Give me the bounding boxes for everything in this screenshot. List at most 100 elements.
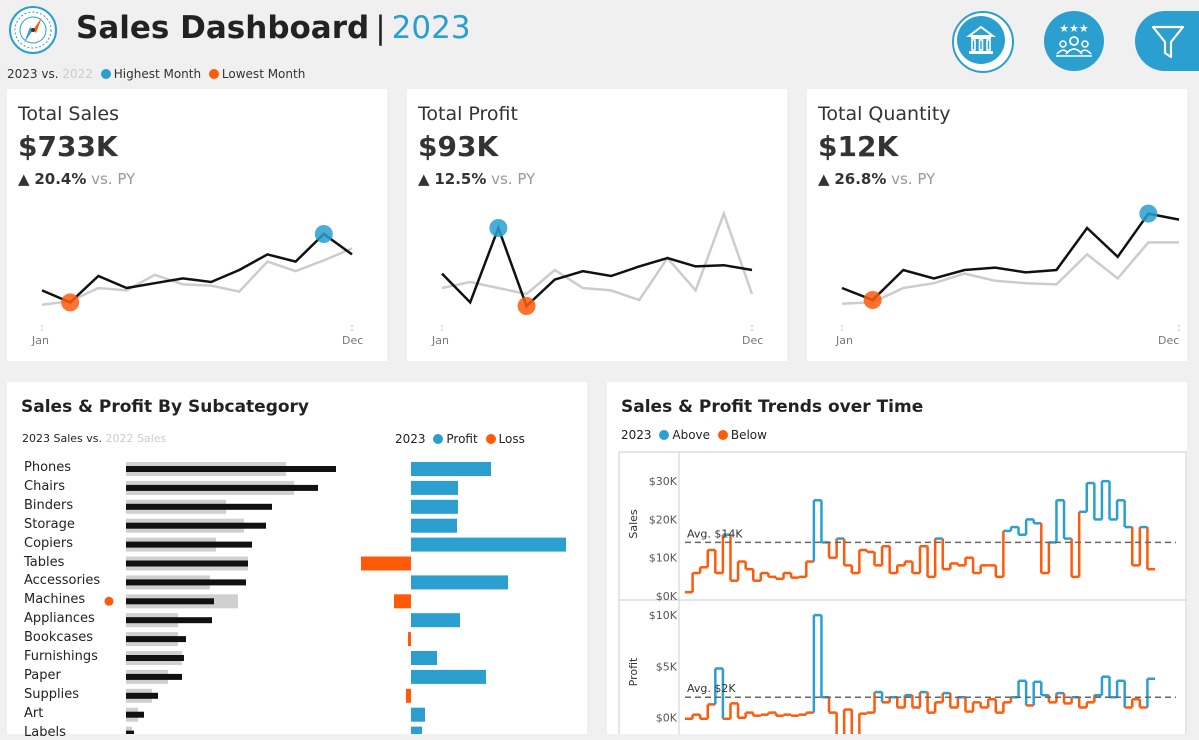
axis-start-label: Jan <box>32 334 49 347</box>
prior-year-line <box>841 241 1179 305</box>
below-legend-label: Below <box>730 428 767 442</box>
customers-button[interactable]: ★★★ <box>1044 11 1104 71</box>
profit-bar[interactable] <box>411 537 566 552</box>
profit-bar[interactable] <box>411 651 437 665</box>
subcategory-label[interactable]: Furnishings <box>24 649 98 664</box>
current-sales-bar[interactable] <box>126 466 336 472</box>
current-sales-bar[interactable] <box>126 711 144 718</box>
profit-bar[interactable] <box>411 499 458 514</box>
loss-marker-icon <box>104 596 114 606</box>
compare-year: 2022 <box>62 67 93 81</box>
current-sales-bar[interactable] <box>126 598 214 605</box>
subcategory-label[interactable]: Chairs <box>24 478 66 494</box>
sales-sparkline <box>41 225 353 331</box>
kpi-card-sales: Total Sales $733K ▲ 20.4% vs. PY Jan Dec <box>7 89 387 361</box>
loss-dot-icon <box>485 434 496 444</box>
subcategory-label[interactable]: Supplies <box>24 686 79 702</box>
current-sales-bar[interactable] <box>126 503 272 510</box>
highest-month-marker[interactable] <box>489 219 508 237</box>
subcategory-label[interactable]: Binders <box>24 497 74 513</box>
subcategory-panel: Sales & Profit By Subcategory 2023 Sales… <box>7 382 587 740</box>
current-sales-bar[interactable] <box>126 484 318 491</box>
bank-icon <box>957 16 1005 64</box>
axis-start-label: Jan <box>432 334 449 347</box>
subcategory-label[interactable]: Art <box>24 705 44 721</box>
loss-bar[interactable] <box>361 556 411 571</box>
title-text: Sales Dashboard <box>76 10 370 46</box>
subcategory-label[interactable]: Paper <box>24 667 61 683</box>
profit-bar[interactable] <box>411 575 508 590</box>
loss-bar[interactable] <box>394 594 411 609</box>
y-tick-label: $10K <box>649 609 678 622</box>
highest-month-marker[interactable] <box>1139 204 1158 223</box>
lowest-month-marker[interactable] <box>517 297 536 315</box>
loss-bar[interactable] <box>408 632 411 647</box>
y-tick-label: $0K <box>656 590 678 603</box>
highest-month-dot-icon <box>100 69 111 79</box>
current-sales-bar[interactable] <box>126 655 184 661</box>
current-sales-bar[interactable] <box>126 579 246 586</box>
profit-bar[interactable] <box>411 707 425 722</box>
axis-start-label: Jan <box>836 334 853 347</box>
profit-chart-frame <box>618 599 1187 734</box>
lowest-month-marker[interactable] <box>863 291 882 309</box>
customers-icon: ★★★ <box>1056 22 1092 57</box>
y-tick-label: $20K <box>649 513 678 526</box>
profit-bar[interactable] <box>411 462 491 476</box>
current-sales-bar[interactable] <box>126 692 158 699</box>
prior-year-line <box>441 209 754 302</box>
loss-bar[interactable] <box>406 688 411 703</box>
subcategory-label[interactable]: Accessories <box>24 573 101 589</box>
kpi-delta-value: 26.8% <box>834 170 887 188</box>
subcategory-label[interactable]: Storage <box>24 516 75 532</box>
current-sales-bar[interactable] <box>126 617 212 624</box>
profit-bar[interactable] <box>411 669 486 684</box>
trends-panel: Sales & Profit Trends over Time 2023 Abo… <box>607 382 1187 734</box>
kpi-card-quantity: Total Quantity $12K ▲ 26.8% vs. PY Jan D… <box>807 89 1187 361</box>
current-year-line <box>441 224 753 309</box>
current-sales-bar[interactable] <box>126 522 266 529</box>
kpi-delta: ▲ 12.5% vs. PY <box>418 170 535 188</box>
y-tick-label: $10K <box>649 552 678 565</box>
profit-bar[interactable] <box>411 480 458 495</box>
kpi-value: $93K <box>418 130 499 163</box>
kpi-delta-value: 12.5% <box>434 170 487 188</box>
current-sales-bar[interactable] <box>126 560 248 567</box>
loss-legend-label: Loss <box>498 432 525 446</box>
subcategory-label[interactable]: Bookcases <box>24 630 94 646</box>
prior-sales-bar[interactable] <box>126 726 132 734</box>
y-axis-title: Profit <box>627 657 640 686</box>
profit-legend-label: Profit <box>446 432 478 446</box>
lowest-month-marker[interactable] <box>61 293 80 312</box>
kpi-delta-value: 20.4% <box>34 170 87 188</box>
subcategory-label[interactable]: Machines <box>24 592 86 608</box>
current-sales-bar[interactable] <box>126 636 186 643</box>
profit-bar[interactable] <box>411 613 460 628</box>
current-sales-bar[interactable] <box>126 673 182 680</box>
above-legend-label: Above <box>672 428 711 442</box>
highest-month-marker[interactable] <box>314 225 333 243</box>
profit-legend-year: 2023 <box>395 432 426 446</box>
kpi-card-profit: Total Profit $93K ▲ 12.5% vs. PY Jan Dec <box>407 89 787 361</box>
profit-legend: 2023 Profit Loss <box>395 432 525 446</box>
bank-button[interactable] <box>952 11 1014 73</box>
subcategory-label[interactable]: Tables <box>24 554 65 570</box>
above-dot-icon <box>659 430 670 440</box>
profit-bar[interactable] <box>411 726 422 734</box>
kpi-delta: ▲ 26.8% vs. PY <box>818 170 935 188</box>
profit-bar[interactable] <box>411 518 457 533</box>
current-sales-bar[interactable] <box>126 730 134 734</box>
title-year: 2023 <box>391 10 471 46</box>
axis-end-label: Dec <box>1158 334 1180 347</box>
filter-button[interactable] <box>1135 11 1199 71</box>
profit-sparkline <box>441 209 754 331</box>
subcategory-label[interactable]: Appliances <box>24 611 95 627</box>
sales-legend-prefix: 2023 Sales vs. <box>22 432 103 445</box>
kpi-delta-vs: vs. PY <box>491 170 536 188</box>
compare-prefix: 2023 vs. <box>7 67 59 81</box>
subcategory-label[interactable]: Copiers <box>24 535 74 551</box>
subcategory-label[interactable]: Phones <box>24 460 72 475</box>
current-sales-bar[interactable] <box>126 541 252 548</box>
average-label: Avg. $2K <box>687 682 736 695</box>
y-tick-label: $0K <box>656 712 678 725</box>
